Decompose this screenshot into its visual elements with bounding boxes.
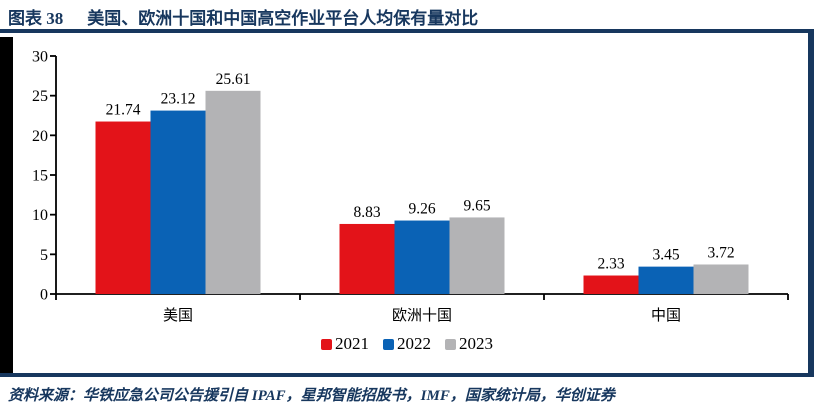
x-category-label: 美国: [163, 307, 193, 324]
bar: [693, 264, 749, 294]
y-tick-label: 20: [32, 128, 48, 145]
bar-value-label: 8.83: [353, 204, 380, 221]
x-category-label: 中国: [651, 307, 681, 324]
grouped-bar-chart: 0 5 10 15 20 25 30 美国 21.74 23.12 25.61 欧洲十国 8.83 9.2…: [32, 49, 789, 324]
bar: [150, 110, 206, 295]
y-tick-label: 5: [40, 247, 48, 264]
chart-legend: 2021 2022 2023: [0, 334, 814, 354]
chart-region: 0 5 10 15 20 25 30 美国 21.74 23.12 25.61 欧洲十国 8.83 9.2…: [0, 29, 814, 377]
bar: [205, 90, 261, 294]
legend-label: 2021: [335, 334, 369, 353]
figure-number: 图表 38: [8, 8, 64, 28]
legend-label: 2022: [397, 334, 431, 353]
source-note: 资料来源：华铁应急公司公告援引自 IPAF，星邦智能招股书，IMF，国家统计局，…: [8, 388, 615, 404]
legend-swatch: [383, 338, 394, 350]
legend-label: 2023: [459, 334, 493, 353]
bar-value-label: 2.33: [597, 256, 624, 273]
bar-value-label: 25.61: [216, 71, 251, 88]
bar: [95, 121, 151, 295]
bar-value-label: 3.45: [652, 247, 679, 264]
bar: [339, 223, 395, 294]
legend-item: 2022: [383, 334, 431, 354]
legend-swatch: [321, 338, 332, 350]
bar: [394, 220, 450, 294]
y-tick-label: 25: [32, 88, 48, 105]
bar: [638, 266, 694, 294]
top-divider: [0, 29, 814, 33]
left-accent-bar: [0, 37, 13, 373]
y-tick-label: 0: [40, 287, 48, 304]
bar: [449, 217, 505, 294]
legend-item: 2021: [321, 334, 369, 354]
bottom-divider: [0, 373, 814, 377]
bar-value-label: 23.12: [161, 91, 196, 108]
bar-value-label: 9.65: [463, 197, 490, 214]
y-tick-label: 30: [32, 49, 48, 66]
bar-value-label: 9.26: [408, 201, 435, 218]
right-accent-bar: [808, 29, 814, 377]
figure-title: 美国、欧洲十国和中国高空作业平台人均保有量对比: [87, 8, 479, 28]
bar: [583, 275, 639, 294]
legend-item: 2023: [445, 334, 493, 354]
bar-value-label: 21.74: [106, 102, 141, 119]
y-tick-label: 15: [32, 168, 48, 185]
figure-header: 图表 38 美国、欧洲十国和中国高空作业平台人均保有量对比: [0, 0, 814, 29]
y-tick-label: 10: [32, 207, 48, 224]
bar-value-label: 3.72: [707, 244, 734, 261]
legend-swatch: [445, 338, 456, 350]
x-category-label: 欧洲十国: [392, 307, 452, 324]
